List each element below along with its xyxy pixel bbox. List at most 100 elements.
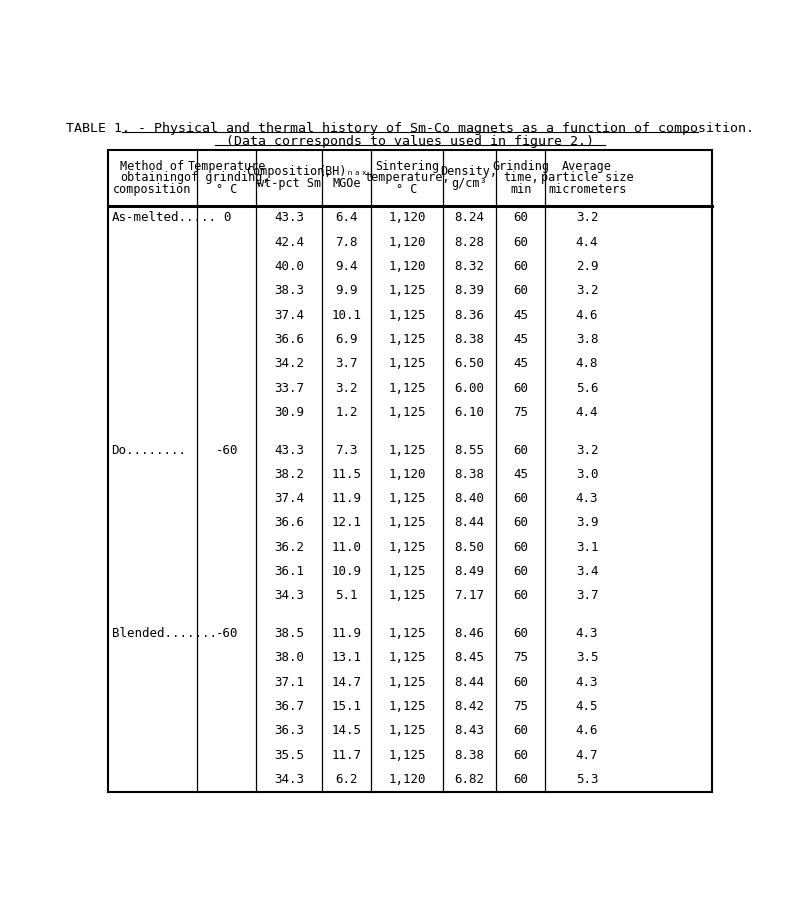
Text: 1,125: 1,125	[388, 492, 426, 505]
Text: 60: 60	[513, 492, 528, 505]
Text: 1,120: 1,120	[388, 467, 426, 481]
Text: 60: 60	[513, 676, 528, 689]
Text: -60: -60	[215, 628, 238, 640]
Text: 6.82: 6.82	[454, 773, 484, 786]
Text: 1.2: 1.2	[335, 405, 358, 419]
Text: 45: 45	[513, 308, 528, 322]
Text: 5.6: 5.6	[576, 381, 598, 395]
Text: Temperature: Temperature	[188, 159, 266, 173]
Text: 3.2: 3.2	[576, 443, 598, 457]
Text: Do........: Do........	[112, 443, 186, 457]
Text: 40.0: 40.0	[274, 260, 304, 273]
Text: Composition,: Composition,	[246, 165, 332, 179]
Text: 60: 60	[513, 236, 528, 249]
Text: Method of: Method of	[121, 159, 185, 173]
Text: 1,125: 1,125	[388, 381, 426, 395]
Text: 36.1: 36.1	[274, 565, 304, 578]
Text: 36.6: 36.6	[274, 333, 304, 346]
Text: 3.2: 3.2	[335, 381, 358, 395]
Text: Average: Average	[562, 159, 612, 173]
Text: 3.2: 3.2	[576, 284, 598, 298]
Text: ° C: ° C	[216, 183, 238, 196]
Text: min: min	[510, 183, 531, 196]
Text: 4.6: 4.6	[576, 725, 598, 737]
Text: 1,125: 1,125	[388, 357, 426, 370]
Text: 43.3: 43.3	[274, 211, 304, 225]
Text: 7.3: 7.3	[335, 443, 358, 457]
Text: wt-pct Sm: wt-pct Sm	[257, 177, 321, 191]
Text: 13.1: 13.1	[331, 652, 362, 664]
Text: 1,125: 1,125	[388, 590, 426, 602]
Text: 33.7: 33.7	[274, 381, 304, 395]
Text: 1,125: 1,125	[388, 725, 426, 737]
Text: -60: -60	[215, 443, 238, 457]
Text: 9.4: 9.4	[335, 260, 358, 273]
Text: 1,120: 1,120	[388, 260, 426, 273]
Text: of grinding,: of grinding,	[184, 172, 270, 184]
Text: particle size: particle size	[541, 172, 634, 184]
Text: 8.46: 8.46	[454, 628, 484, 640]
Text: 38.2: 38.2	[274, 467, 304, 481]
Text: (Data corresponds to values used in figure 2.): (Data corresponds to values used in figu…	[226, 135, 594, 147]
Text: 38.5: 38.5	[274, 628, 304, 640]
Text: 6.4: 6.4	[335, 211, 358, 225]
Text: 7.8: 7.8	[335, 236, 358, 249]
Text: 14.5: 14.5	[331, 725, 362, 737]
Text: 12.1: 12.1	[331, 516, 362, 530]
Text: 60: 60	[513, 516, 528, 530]
Text: 38.0: 38.0	[274, 652, 304, 664]
Text: 1,125: 1,125	[388, 308, 426, 322]
Text: ° C: ° C	[396, 183, 418, 196]
Text: 60: 60	[513, 749, 528, 761]
Text: 8.28: 8.28	[454, 236, 484, 249]
Text: 1,125: 1,125	[388, 700, 426, 713]
Text: 36.2: 36.2	[274, 541, 304, 554]
Text: Sintering: Sintering	[375, 159, 439, 173]
Text: 15.1: 15.1	[331, 700, 362, 713]
Text: 60: 60	[513, 381, 528, 395]
Text: 1,125: 1,125	[388, 405, 426, 419]
Text: 1,120: 1,120	[388, 211, 426, 225]
Text: 45: 45	[513, 333, 528, 346]
Text: 1,125: 1,125	[388, 516, 426, 530]
Text: 8.44: 8.44	[454, 516, 484, 530]
Text: Density,: Density,	[441, 165, 498, 179]
Text: 1,125: 1,125	[388, 541, 426, 554]
Text: 14.7: 14.7	[331, 676, 362, 689]
Text: time,: time,	[503, 172, 538, 184]
Text: 8.55: 8.55	[454, 443, 484, 457]
Text: 8.24: 8.24	[454, 211, 484, 225]
Text: 10.9: 10.9	[331, 565, 362, 578]
Text: 4.3: 4.3	[576, 628, 598, 640]
Text: 11.5: 11.5	[331, 467, 362, 481]
Text: 43.3: 43.3	[274, 443, 304, 457]
Text: 3.0: 3.0	[576, 467, 598, 481]
Text: micrometers: micrometers	[548, 183, 626, 196]
Text: 4.3: 4.3	[576, 492, 598, 505]
Text: 4.3: 4.3	[576, 676, 598, 689]
Text: 11.9: 11.9	[331, 628, 362, 640]
Text: 42.4: 42.4	[274, 236, 304, 249]
Text: 75: 75	[513, 405, 528, 419]
Text: 1,125: 1,125	[388, 652, 426, 664]
Text: 60: 60	[513, 725, 528, 737]
Text: 6.9: 6.9	[335, 333, 358, 346]
Text: 75: 75	[513, 652, 528, 664]
Text: 3.4: 3.4	[576, 565, 598, 578]
Text: 60: 60	[513, 541, 528, 554]
Text: 35.5: 35.5	[274, 749, 304, 761]
Text: 34.3: 34.3	[274, 590, 304, 602]
Text: 34.2: 34.2	[274, 357, 304, 370]
Text: 60: 60	[513, 260, 528, 273]
Text: 45: 45	[513, 357, 528, 370]
Text: 3.2: 3.2	[576, 211, 598, 225]
Text: 1,125: 1,125	[388, 565, 426, 578]
Text: 8.38: 8.38	[454, 333, 484, 346]
Text: 4.4: 4.4	[576, 405, 598, 419]
Text: 3.7: 3.7	[335, 357, 358, 370]
Text: 4.7: 4.7	[576, 749, 598, 761]
Text: 8.38: 8.38	[454, 749, 484, 761]
Text: 1,125: 1,125	[388, 284, 426, 298]
Text: composition: composition	[114, 183, 192, 196]
Text: 2.9: 2.9	[576, 260, 598, 273]
